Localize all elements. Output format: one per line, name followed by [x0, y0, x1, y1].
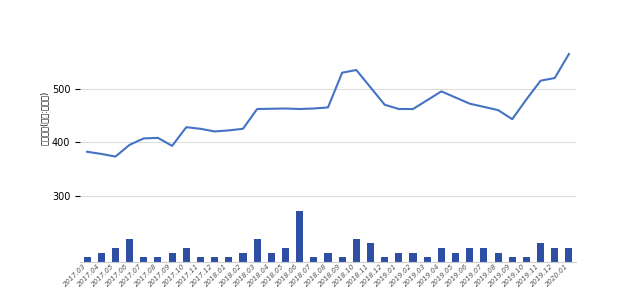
- Bar: [481, 248, 488, 262]
- Bar: [523, 257, 530, 262]
- Bar: [466, 248, 473, 262]
- Bar: [225, 257, 232, 262]
- Bar: [140, 257, 147, 262]
- Bar: [353, 239, 360, 262]
- Bar: [168, 253, 175, 262]
- Bar: [381, 257, 388, 262]
- Bar: [565, 248, 572, 262]
- Bar: [452, 253, 459, 262]
- Bar: [282, 248, 289, 262]
- Bar: [197, 257, 204, 262]
- Bar: [424, 257, 431, 262]
- Bar: [396, 253, 403, 262]
- Bar: [339, 257, 346, 262]
- Bar: [495, 253, 502, 262]
- Bar: [112, 248, 119, 262]
- Bar: [268, 253, 275, 262]
- Bar: [438, 248, 445, 262]
- Bar: [126, 239, 133, 262]
- Bar: [211, 257, 218, 262]
- Bar: [154, 257, 161, 262]
- Y-axis label: 거래금액(단위:백만원): 거래금액(단위:백만원): [40, 91, 49, 145]
- Bar: [324, 253, 332, 262]
- Bar: [183, 248, 190, 262]
- Bar: [84, 257, 91, 262]
- Bar: [253, 239, 260, 262]
- Bar: [410, 253, 417, 262]
- Bar: [367, 243, 374, 262]
- Bar: [509, 257, 516, 262]
- Bar: [98, 253, 105, 262]
- Bar: [537, 243, 544, 262]
- Bar: [551, 248, 558, 262]
- Bar: [296, 211, 303, 262]
- Bar: [310, 257, 317, 262]
- Bar: [239, 253, 246, 262]
